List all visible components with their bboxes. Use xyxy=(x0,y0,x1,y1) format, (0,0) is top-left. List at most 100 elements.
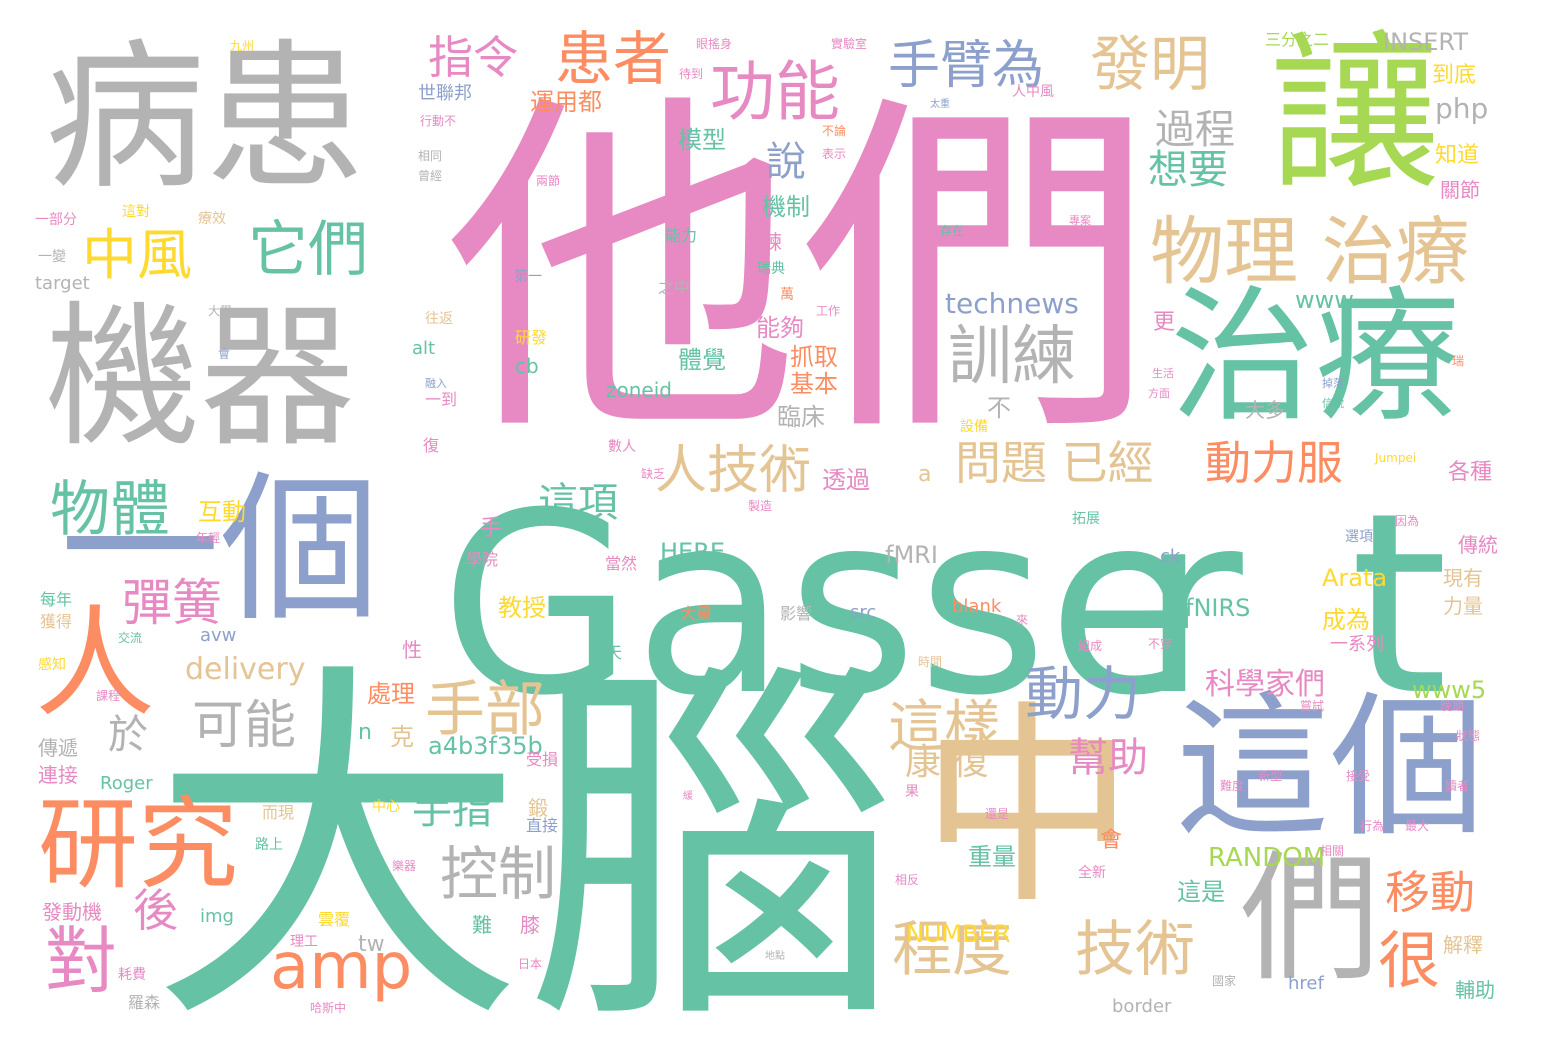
word-tanhuang: 彈簧 xyxy=(122,574,222,632)
word-daduo: 大多 xyxy=(1245,398,1285,422)
word-daidao: 待到 xyxy=(679,67,704,81)
word-touguo: 透過 xyxy=(822,466,870,494)
word-huanzhe: 患者 xyxy=(555,25,672,93)
word-roger: Roger xyxy=(100,773,153,794)
word-t: t xyxy=(1350,459,1449,750)
word-bingh: 病患 xyxy=(45,24,366,211)
word-guojia: 國家 xyxy=(1212,974,1237,988)
word-yu: 於 xyxy=(108,712,148,758)
word-keneng: 可能 xyxy=(192,696,297,756)
word-liaoxiao: 療效 xyxy=(198,211,226,227)
word-fuzhu: 輔助 xyxy=(1455,978,1495,1002)
word-changshi: 嘗試 xyxy=(1300,699,1325,713)
word-ligong: 理工 xyxy=(290,934,318,950)
word-zhuangtai: 狀態 xyxy=(1456,729,1481,743)
word-wangfan: 往返 xyxy=(425,311,453,327)
word-ck: ck xyxy=(1160,546,1181,567)
word-daliang: 大量 xyxy=(680,604,713,623)
word-www: www xyxy=(1295,286,1354,314)
word-number: NUMBER xyxy=(906,920,1011,948)
word-tijue: 體覺 xyxy=(678,346,726,374)
word-xiangyao: 想要 xyxy=(1148,147,1228,193)
word-duan: 鍛 xyxy=(528,796,548,820)
word-renzhongfeng: 人中風 xyxy=(1012,84,1054,100)
word-kangfu: 康 復 xyxy=(905,742,989,783)
word-dangran: 當然 xyxy=(605,554,638,573)
word-riben: 日本 xyxy=(518,957,543,971)
word-dui: 對 xyxy=(45,919,118,1003)
word-guanjie: 關節 xyxy=(1440,178,1480,202)
word-wenti: 問題 已經 xyxy=(955,436,1154,490)
word-shilianbang: 世聯邦 xyxy=(418,83,472,104)
word-diyi: 第一 xyxy=(514,269,542,285)
word-duzhe: 讀者 xyxy=(1445,779,1470,793)
word-rang: 讓 xyxy=(1270,16,1441,214)
word-jiaoliu: 交流 xyxy=(118,631,143,645)
word-nianqing: 年輕 xyxy=(196,531,221,545)
word-biaoshi: 表示 xyxy=(822,147,847,161)
word-tw: tw xyxy=(358,932,385,957)
word-xingdongbu: 行動不 xyxy=(420,114,457,128)
word-shebei: 設備 xyxy=(960,419,988,435)
word-jizhi: 機制 xyxy=(762,193,810,221)
word-xi: 膝 xyxy=(520,913,540,937)
word-lushang: 路上 xyxy=(255,837,283,853)
word-jiuzhou: 九州 xyxy=(230,39,255,53)
word-shenghuo: 生活 xyxy=(1152,367,1174,380)
word-yige: 一個 xyxy=(60,456,381,643)
word-zhongliang: 重量 xyxy=(968,843,1016,871)
word-jieshi: 解釋 xyxy=(1443,933,1483,957)
word-daodi: 到底 xyxy=(1432,63,1477,88)
word-xing: 性 xyxy=(402,638,422,662)
word-cengjing: 曾經 xyxy=(418,169,443,183)
word-zhege: 這個 xyxy=(1175,677,1485,858)
word-insert: INSERT xyxy=(1383,28,1469,56)
word-chengwei: 成為 xyxy=(1322,606,1370,634)
word-php: php xyxy=(1435,92,1489,125)
word-shijian: 時間 xyxy=(918,655,943,669)
word-href: href xyxy=(1288,973,1324,994)
word-linchuang: 臨床 xyxy=(777,403,825,431)
word-men: 們 xyxy=(1240,838,1381,1001)
word-yanfa: 研發 xyxy=(515,328,548,347)
word-yanjiu: 研究 xyxy=(38,786,238,903)
word-sanfen: 三分之二 xyxy=(1265,30,1330,49)
word-yanyaoshen: 眼搖身 xyxy=(696,37,733,51)
word-yunyong: 運用都 xyxy=(530,88,602,116)
word-shouzhi: 手指 xyxy=(412,787,492,833)
word-random: RANDOM xyxy=(1208,843,1326,873)
word-xunlian: 訓練 xyxy=(948,320,1076,394)
word-hui: 會 xyxy=(1100,828,1123,853)
word-guocheng: 過程 xyxy=(1155,107,1235,153)
word-lai: 來 xyxy=(1016,613,1029,627)
word-meinian: 每年 xyxy=(40,590,73,609)
word-xinhao: 信號 xyxy=(1322,397,1344,410)
word-shuo: 說 xyxy=(766,139,806,185)
word-luosen: 羅森 xyxy=(128,993,161,1012)
word-border: border xyxy=(1112,996,1172,1017)
word-faming: 發明 xyxy=(1090,30,1210,100)
word-quanxin: 全新 xyxy=(1078,865,1106,881)
word-zhong: 中 xyxy=(920,682,1135,933)
word-ruidian: 瑞典 xyxy=(757,261,785,277)
word-wan: 萬 xyxy=(780,287,794,303)
word-a4b3f35b: a4b3f35b xyxy=(428,732,543,760)
word-hasizhong: 哈斯中 xyxy=(310,1001,347,1015)
word-zhexiang: 這項 xyxy=(538,480,618,526)
word-kexuejia: 科學家們 xyxy=(1205,667,1325,702)
word-delivery: delivery xyxy=(185,652,306,687)
word-shoubu: 手部 xyxy=(425,675,545,745)
word-jiben: 基本 xyxy=(790,370,838,398)
word-xiangguan: 相關 xyxy=(1320,844,1345,858)
word-dongli: 動力 xyxy=(1025,660,1142,728)
word-zhedui: 這對 xyxy=(122,204,150,220)
word-hou: 後 xyxy=(133,884,179,937)
word-jiqi: 機器 xyxy=(45,287,355,468)
word-target: target xyxy=(35,273,90,294)
word-avw: avw xyxy=(200,625,237,646)
word-yibufen: 一部分 xyxy=(35,212,77,228)
word-donglifu: 動力服 xyxy=(1205,436,1343,490)
word-zoneid: zoneid xyxy=(606,378,672,402)
word-gongneng: 功能 xyxy=(710,55,841,130)
